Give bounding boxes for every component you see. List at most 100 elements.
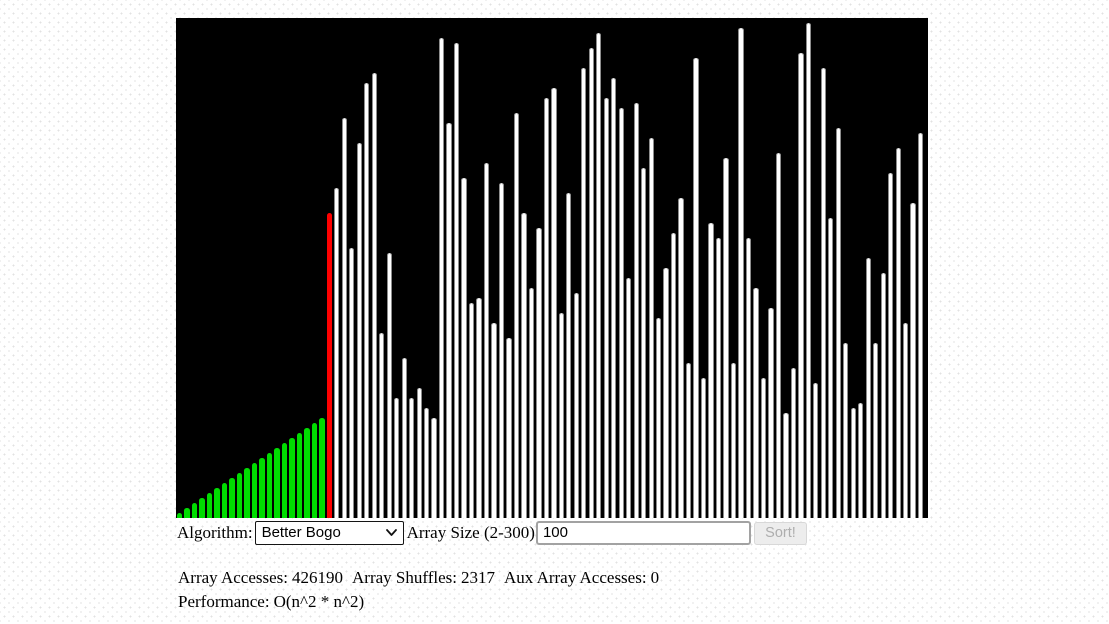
- array-bar: [880, 273, 886, 518]
- array-bar: [423, 408, 430, 518]
- array-bar: [221, 483, 228, 518]
- array-bar: [476, 298, 482, 518]
- array-bar: [401, 358, 407, 518]
- array-bar: [596, 33, 602, 518]
- algorithm-select-wrap: Better Bogo: [254, 521, 404, 545]
- algorithm-select[interactable]: Better Bogo: [254, 521, 404, 545]
- array-bar: [558, 313, 564, 518]
- array-bar: [588, 48, 594, 518]
- array-bar: [656, 318, 662, 518]
- array-bar: [573, 293, 579, 518]
- stats-line-performance: Performance: O(n^2 * n^2): [178, 590, 668, 614]
- array-bar: [386, 253, 392, 518]
- array-bar: [820, 68, 826, 518]
- array-bar: [236, 473, 243, 518]
- array-bar: [251, 463, 258, 518]
- array-bar: [865, 258, 871, 518]
- array-bar: [191, 503, 198, 518]
- array-bar: [543, 98, 550, 518]
- array-bar: [364, 83, 370, 518]
- array-bar: [678, 198, 684, 518]
- array-bar: [641, 168, 647, 518]
- array-bar: [798, 53, 804, 518]
- aux-accesses-value: 0: [650, 568, 660, 587]
- array-bar: [506, 338, 512, 518]
- array-bar: [379, 333, 385, 518]
- array-bar: [723, 158, 729, 518]
- array-bar: [206, 493, 213, 518]
- array-bar: [693, 58, 699, 518]
- array-bar: [603, 98, 609, 518]
- array-bar: [888, 173, 894, 518]
- array-bar: [633, 103, 639, 518]
- array-size-label: Array Size (2-300): [406, 523, 535, 542]
- array-bar: [431, 418, 437, 518]
- array-bar: [296, 433, 303, 518]
- aux-accesses-label: Aux Array Accesses:: [503, 568, 647, 587]
- array-bar: [895, 148, 901, 518]
- array-bar: [730, 363, 737, 518]
- array-bar: [461, 178, 467, 518]
- array-bar: [858, 403, 864, 518]
- array-bar: [281, 443, 288, 518]
- array-bar: [416, 388, 422, 518]
- array-shuffles-value: 2317: [460, 568, 495, 587]
- array-bar: [850, 408, 856, 518]
- array-bar: [813, 383, 819, 518]
- array-bar: [760, 378, 767, 518]
- array-bar: [663, 268, 669, 518]
- array-bar: [843, 343, 849, 518]
- array-bar: [805, 23, 811, 518]
- array-bar: [700, 378, 707, 518]
- array-bar: [214, 488, 220, 518]
- array-bar: [334, 188, 340, 518]
- array-bar: [685, 363, 692, 518]
- array-bar: [409, 398, 415, 518]
- array-bar: [528, 288, 535, 518]
- array-bar: [266, 453, 273, 518]
- array-bar: [371, 73, 377, 518]
- array-bar: [902, 323, 909, 518]
- array-bar: [453, 43, 460, 518]
- array-bar: [289, 438, 295, 518]
- array-bar: [835, 128, 841, 518]
- array-accesses-value: 426190: [292, 568, 343, 587]
- array-bar: [468, 303, 475, 518]
- array-bar: [626, 278, 632, 518]
- array-size-input[interactable]: [535, 521, 751, 545]
- array-bar: [648, 138, 654, 518]
- array-shuffles-label: Array Shuffles:: [352, 568, 457, 587]
- array-bar: [566, 193, 572, 518]
- array-bar: [259, 458, 265, 518]
- array-bar: [498, 183, 505, 518]
- array-bar: [513, 113, 520, 518]
- array-bar: [715, 238, 722, 518]
- array-bar: [394, 398, 400, 518]
- array-bar: [917, 133, 924, 518]
- array-bar: [670, 233, 677, 518]
- array-bar: [311, 423, 318, 518]
- array-bar: [708, 223, 714, 518]
- array-bar: [790, 368, 797, 518]
- array-bar: [229, 478, 235, 518]
- array-bar: [446, 123, 452, 518]
- array-bar: [611, 78, 617, 518]
- array-bar: [873, 343, 879, 518]
- visualizer-canvas: [176, 18, 928, 518]
- array-bar: [483, 163, 490, 518]
- sort-button[interactable]: Sort!: [753, 521, 807, 545]
- array-bar: [356, 143, 362, 518]
- array-bar: [581, 68, 587, 518]
- array-bar: [618, 108, 624, 518]
- array-bar: [326, 213, 332, 518]
- array-bar: [738, 28, 744, 518]
- array-accesses-label: Array Accesses:: [178, 568, 288, 587]
- array-bar: [753, 288, 759, 518]
- bar-array: [177, 18, 928, 518]
- array-bar: [244, 468, 250, 518]
- array-bar: [551, 88, 557, 518]
- controls-row: Algorithm: Better Bogo Array Size (2-300…: [177, 519, 807, 547]
- array-bar: [745, 238, 752, 518]
- array-bar: [783, 413, 789, 518]
- array-bar: [491, 323, 497, 518]
